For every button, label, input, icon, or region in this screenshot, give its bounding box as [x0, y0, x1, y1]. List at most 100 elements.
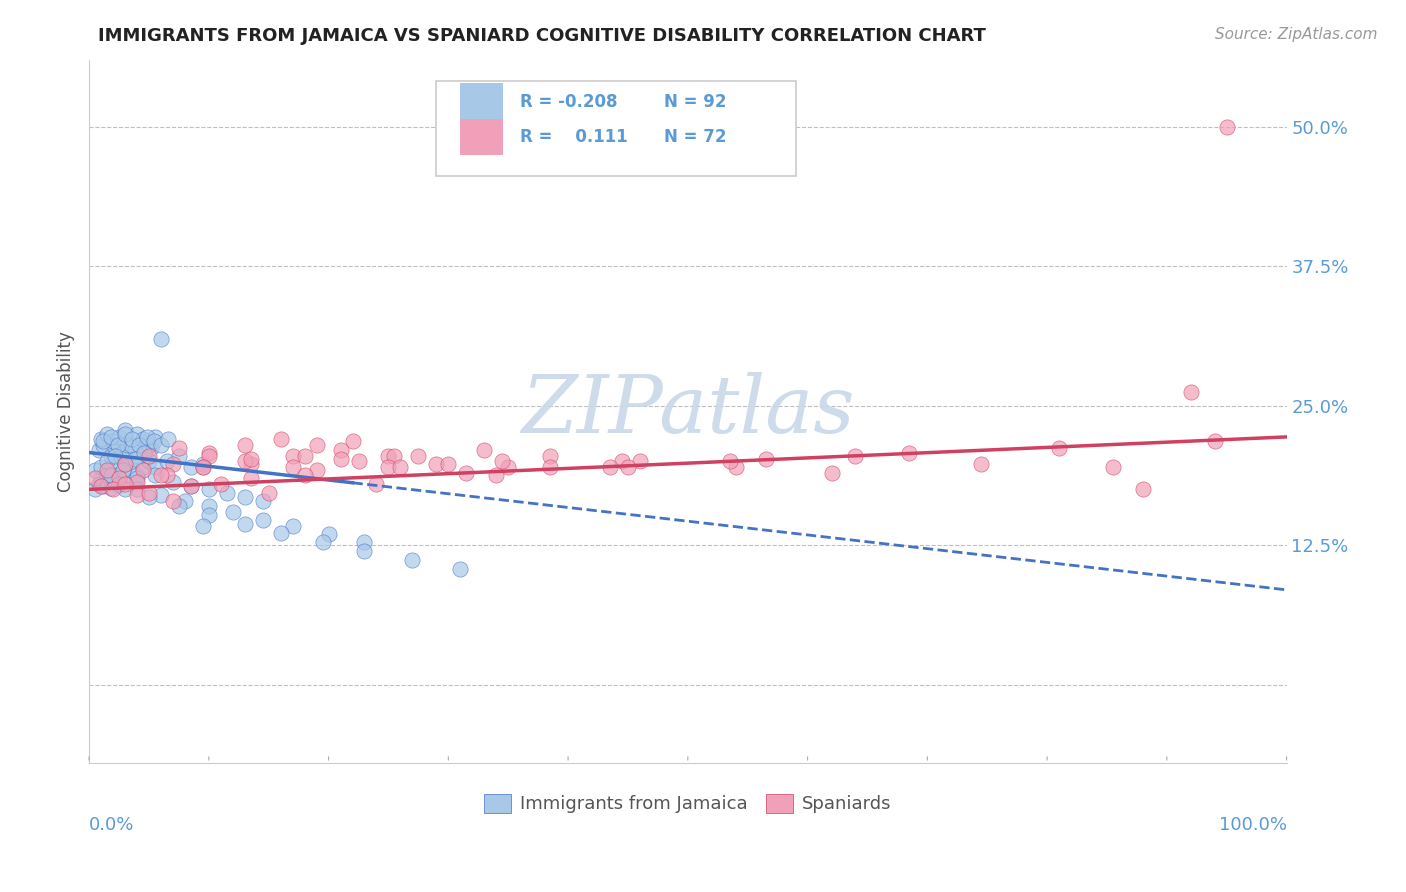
- Point: [294, 467, 316, 482]
- Point: [389, 460, 412, 475]
- Point: [167, 499, 190, 513]
- Point: [125, 471, 148, 485]
- Point: [100, 449, 122, 463]
- Point: [724, 460, 747, 475]
- Point: [128, 438, 150, 452]
- Point: [87, 443, 110, 458]
- Point: [132, 460, 155, 475]
- Point: [162, 475, 184, 489]
- Point: [93, 434, 115, 449]
- Point: [125, 475, 148, 489]
- Point: [281, 460, 304, 475]
- Point: [157, 432, 180, 446]
- Point: [599, 460, 621, 475]
- Point: [114, 457, 136, 471]
- Point: [257, 485, 280, 500]
- Point: [104, 467, 127, 482]
- Point: [167, 441, 190, 455]
- Point: [87, 476, 110, 491]
- Point: [104, 441, 127, 455]
- Point: [496, 460, 519, 475]
- Point: [281, 519, 304, 533]
- Point: [96, 454, 118, 468]
- Point: [366, 476, 388, 491]
- Text: 0.0%: 0.0%: [89, 815, 135, 834]
- Legend: Immigrants from Jamaica, Spaniards: Immigrants from Jamaica, Spaniards: [477, 787, 898, 821]
- Point: [233, 438, 256, 452]
- Point: [970, 457, 993, 471]
- Point: [233, 490, 256, 504]
- FancyBboxPatch shape: [460, 83, 503, 120]
- Point: [1215, 120, 1237, 134]
- Point: [472, 443, 495, 458]
- Point: [93, 479, 115, 493]
- Point: [138, 485, 160, 500]
- Point: [377, 460, 399, 475]
- Point: [96, 467, 118, 482]
- Point: [173, 493, 195, 508]
- Point: [408, 449, 430, 463]
- Point: [84, 463, 107, 477]
- Point: [329, 443, 352, 458]
- Point: [485, 467, 508, 482]
- Point: [111, 472, 134, 486]
- Point: [162, 457, 184, 471]
- Point: [425, 457, 447, 471]
- Point: [111, 445, 134, 459]
- Point: [107, 438, 129, 452]
- Point: [149, 488, 172, 502]
- Point: [138, 449, 160, 463]
- Point: [142, 434, 165, 449]
- Point: [384, 449, 406, 463]
- Point: [898, 445, 921, 459]
- Point: [233, 454, 256, 468]
- Point: [114, 457, 136, 471]
- FancyBboxPatch shape: [436, 80, 796, 176]
- Point: [191, 460, 214, 475]
- Point: [191, 460, 214, 475]
- Point: [198, 499, 221, 513]
- Point: [294, 449, 316, 463]
- Point: [124, 443, 146, 458]
- Point: [90, 471, 112, 485]
- Point: [198, 445, 221, 459]
- Point: [162, 493, 184, 508]
- Point: [239, 452, 262, 467]
- Point: [198, 449, 221, 463]
- Y-axis label: Cognitive Disability: Cognitive Disability: [58, 331, 75, 491]
- Point: [198, 508, 221, 522]
- Point: [281, 449, 304, 463]
- Point: [128, 449, 150, 463]
- Text: 100.0%: 100.0%: [1219, 815, 1286, 834]
- Point: [239, 457, 262, 471]
- Point: [755, 452, 778, 467]
- Point: [191, 519, 214, 533]
- Point: [114, 423, 136, 437]
- Point: [311, 534, 333, 549]
- Point: [1132, 483, 1154, 497]
- Point: [132, 432, 155, 446]
- Point: [353, 534, 375, 549]
- Point: [101, 434, 124, 449]
- Point: [84, 483, 107, 497]
- Point: [239, 471, 262, 485]
- Point: [120, 463, 142, 477]
- Point: [135, 434, 157, 449]
- Point: [329, 452, 352, 467]
- Point: [100, 430, 122, 444]
- Text: R = -0.208: R = -0.208: [520, 93, 617, 111]
- Point: [138, 438, 160, 452]
- Point: [124, 452, 146, 467]
- Point: [108, 478, 131, 492]
- Point: [125, 467, 148, 482]
- Point: [135, 430, 157, 444]
- Point: [114, 483, 136, 497]
- FancyBboxPatch shape: [460, 119, 503, 155]
- Point: [96, 463, 118, 477]
- Point: [134, 445, 156, 459]
- Point: [353, 543, 375, 558]
- Text: ZIPatlas: ZIPatlas: [522, 373, 855, 450]
- Point: [1204, 434, 1226, 449]
- Point: [233, 516, 256, 531]
- Point: [820, 466, 842, 480]
